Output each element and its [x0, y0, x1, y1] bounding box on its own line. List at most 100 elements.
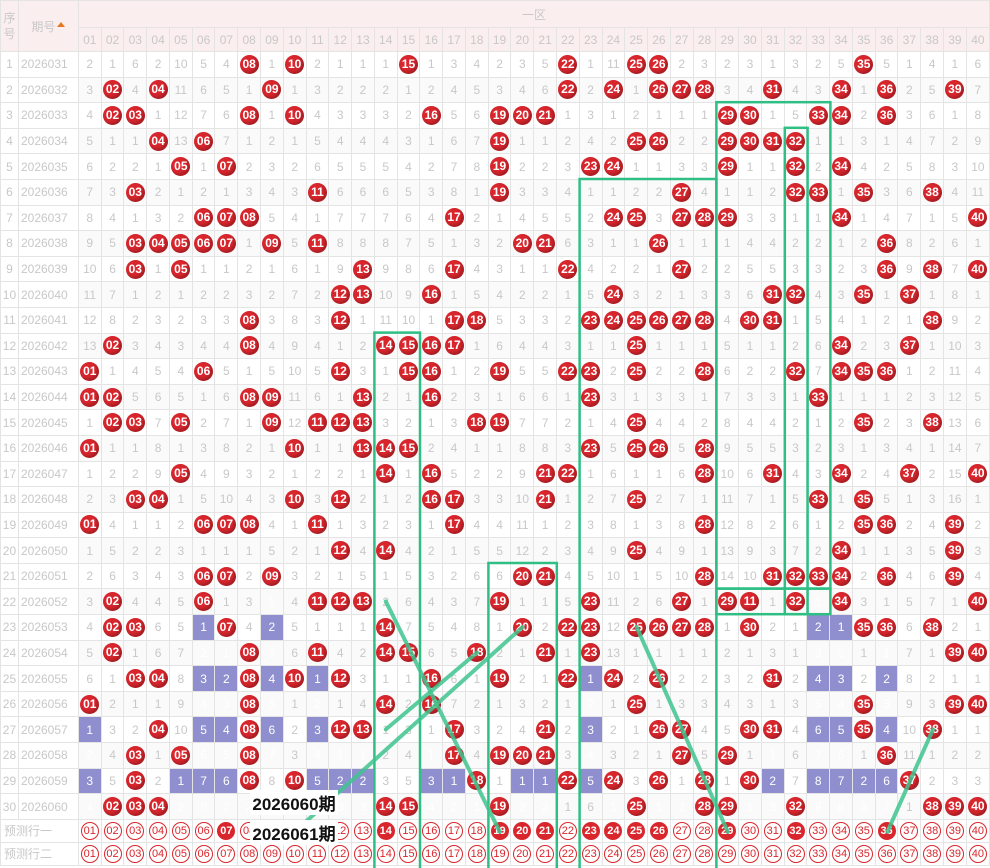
- prediction-ball[interactable]: 01: [80, 844, 99, 863]
- prediction-cell[interactable]: 27: [669, 841, 694, 866]
- prediction-ball[interactable]: 21: [536, 821, 555, 840]
- prediction-ball[interactable]: 21: [536, 844, 555, 863]
- prediction-cell[interactable]: 19: [487, 841, 512, 866]
- prediction-cell[interactable]: 29: [715, 841, 740, 866]
- prediction-ball[interactable]: 36: [877, 821, 896, 840]
- prediction-ball[interactable]: 18: [467, 844, 486, 863]
- prediction-ball[interactable]: 02: [103, 821, 122, 840]
- prediction-cell[interactable]: 28: [692, 841, 717, 866]
- prediction-ball[interactable]: 06: [194, 844, 213, 863]
- prediction-ball[interactable]: 38: [923, 844, 942, 863]
- prediction-cell[interactable]: 07: [214, 841, 239, 866]
- prediction-cell[interactable]: 26: [647, 818, 671, 843]
- prediction-ball[interactable]: 07: [217, 844, 236, 863]
- prediction-cell[interactable]: 02: [100, 841, 125, 866]
- prediction-cell[interactable]: 36: [874, 818, 899, 843]
- prediction-ball[interactable]: 07: [217, 821, 236, 840]
- prediction-cell[interactable]: 18: [464, 818, 489, 843]
- prediction-ball[interactable]: 14: [376, 844, 395, 863]
- prediction-cell[interactable]: 21: [533, 841, 557, 866]
- prediction-ball[interactable]: 32: [786, 821, 805, 840]
- prediction-cell[interactable]: 38: [920, 818, 944, 843]
- prediction-ball[interactable]: 22: [558, 821, 577, 840]
- prediction-ball[interactable]: 34: [832, 821, 851, 840]
- prediction-ball[interactable]: 25: [627, 844, 646, 863]
- prediction-cell[interactable]: 40: [965, 841, 990, 866]
- prediction-ball[interactable]: 27: [672, 844, 691, 863]
- prediction-cell[interactable]: 14: [373, 841, 398, 866]
- prediction-ball[interactable]: 16: [422, 844, 441, 863]
- prediction-cell[interactable]: 35: [851, 818, 876, 843]
- prediction-ball[interactable]: 03: [126, 844, 145, 863]
- prediction-cell[interactable]: 27: [669, 818, 694, 843]
- prediction-cell[interactable]: 21: [533, 818, 557, 843]
- prediction-cell[interactable]: 05: [168, 818, 193, 843]
- prediction-ball[interactable]: 30: [740, 844, 759, 863]
- prediction-ball[interactable]: 24: [604, 844, 623, 863]
- prediction-ball[interactable]: 15: [399, 844, 418, 863]
- prediction-ball[interactable]: 27: [672, 821, 691, 840]
- sort-icon[interactable]: [57, 21, 66, 27]
- prediction-cell[interactable]: 02: [100, 818, 125, 843]
- prediction-cell[interactable]: 24: [601, 818, 626, 843]
- prediction-cell[interactable]: 29: [715, 818, 740, 843]
- prediction-cell[interactable]: 38: [920, 841, 944, 866]
- prediction-ball[interactable]: 35: [854, 821, 873, 840]
- prediction-ball[interactable]: 38: [923, 821, 942, 840]
- prediction-cell[interactable]: 31: [760, 818, 785, 843]
- prediction-cell[interactable]: 36: [874, 841, 899, 866]
- prediction-cell[interactable]: 19: [487, 818, 512, 843]
- prediction-cell[interactable]: 04: [146, 818, 170, 843]
- prediction-cell[interactable]: 34: [829, 841, 853, 866]
- prediction-cell[interactable]: 09: [260, 841, 284, 866]
- prediction-cell[interactable]: 01: [77, 841, 102, 866]
- prediction-ball[interactable]: 09: [262, 844, 281, 863]
- prediction-ball[interactable]: 30: [740, 821, 759, 840]
- prediction-ball[interactable]: 23: [581, 821, 600, 840]
- prediction-ball[interactable]: 26: [649, 844, 668, 863]
- prediction-cell[interactable]: 22: [555, 841, 580, 866]
- prediction-cell[interactable]: 25: [624, 818, 649, 843]
- prediction-ball[interactable]: 13: [353, 844, 372, 863]
- prediction-ball[interactable]: 20: [513, 844, 532, 863]
- prediction-ball[interactable]: 36: [877, 844, 896, 863]
- prediction-cell[interactable]: 13: [351, 818, 375, 843]
- prediction-cell[interactable]: 30: [738, 818, 762, 843]
- prediction-ball[interactable]: 33: [809, 821, 828, 840]
- prediction-ball[interactable]: 20: [513, 821, 532, 840]
- prediction-cell[interactable]: 32: [783, 818, 808, 843]
- prediction-ball[interactable]: 37: [900, 821, 919, 840]
- prediction-cell[interactable]: 23: [578, 841, 603, 866]
- prediction-cell[interactable]: 20: [510, 841, 535, 866]
- prediction-ball[interactable]: 32: [786, 844, 805, 863]
- prediction-ball[interactable]: 24: [604, 821, 623, 840]
- prediction-ball[interactable]: 40: [968, 844, 987, 863]
- prediction-ball[interactable]: 03: [126, 821, 145, 840]
- prediction-cell[interactable]: 15: [396, 818, 421, 843]
- prediction-cell[interactable]: 34: [829, 818, 853, 843]
- prediction-cell[interactable]: 15: [396, 841, 421, 866]
- prediction-ball[interactable]: 19: [490, 821, 509, 840]
- prediction-ball[interactable]: 39: [945, 821, 964, 840]
- prediction-ball[interactable]: 11: [308, 844, 327, 863]
- prediction-cell[interactable]: 30: [738, 841, 762, 866]
- prediction-cell[interactable]: 08: [237, 841, 262, 866]
- prediction-cell[interactable]: 28: [692, 818, 717, 843]
- prediction-ball[interactable]: 17: [445, 821, 464, 840]
- prediction-ball[interactable]: 40: [968, 821, 987, 840]
- prediction-ball[interactable]: 06: [194, 821, 213, 840]
- prediction-ball[interactable]: 02: [103, 844, 122, 863]
- prediction-cell[interactable]: 24: [601, 841, 626, 866]
- prediction-cell[interactable]: 39: [942, 841, 967, 866]
- prediction-cell[interactable]: 12: [328, 841, 353, 866]
- prediction-cell[interactable]: 40: [965, 818, 990, 843]
- prediction-ball[interactable]: 39: [945, 844, 964, 863]
- prediction-cell[interactable]: 16: [419, 818, 444, 843]
- prediction-ball[interactable]: 19: [490, 844, 509, 863]
- prediction-ball[interactable]: 26: [649, 821, 668, 840]
- prediction-ball[interactable]: 34: [832, 844, 851, 863]
- prediction-cell[interactable]: 31: [760, 841, 785, 866]
- prediction-cell[interactable]: 05: [168, 841, 193, 866]
- prediction-ball[interactable]: 25: [627, 821, 646, 840]
- prediction-ball[interactable]: 17: [445, 844, 464, 863]
